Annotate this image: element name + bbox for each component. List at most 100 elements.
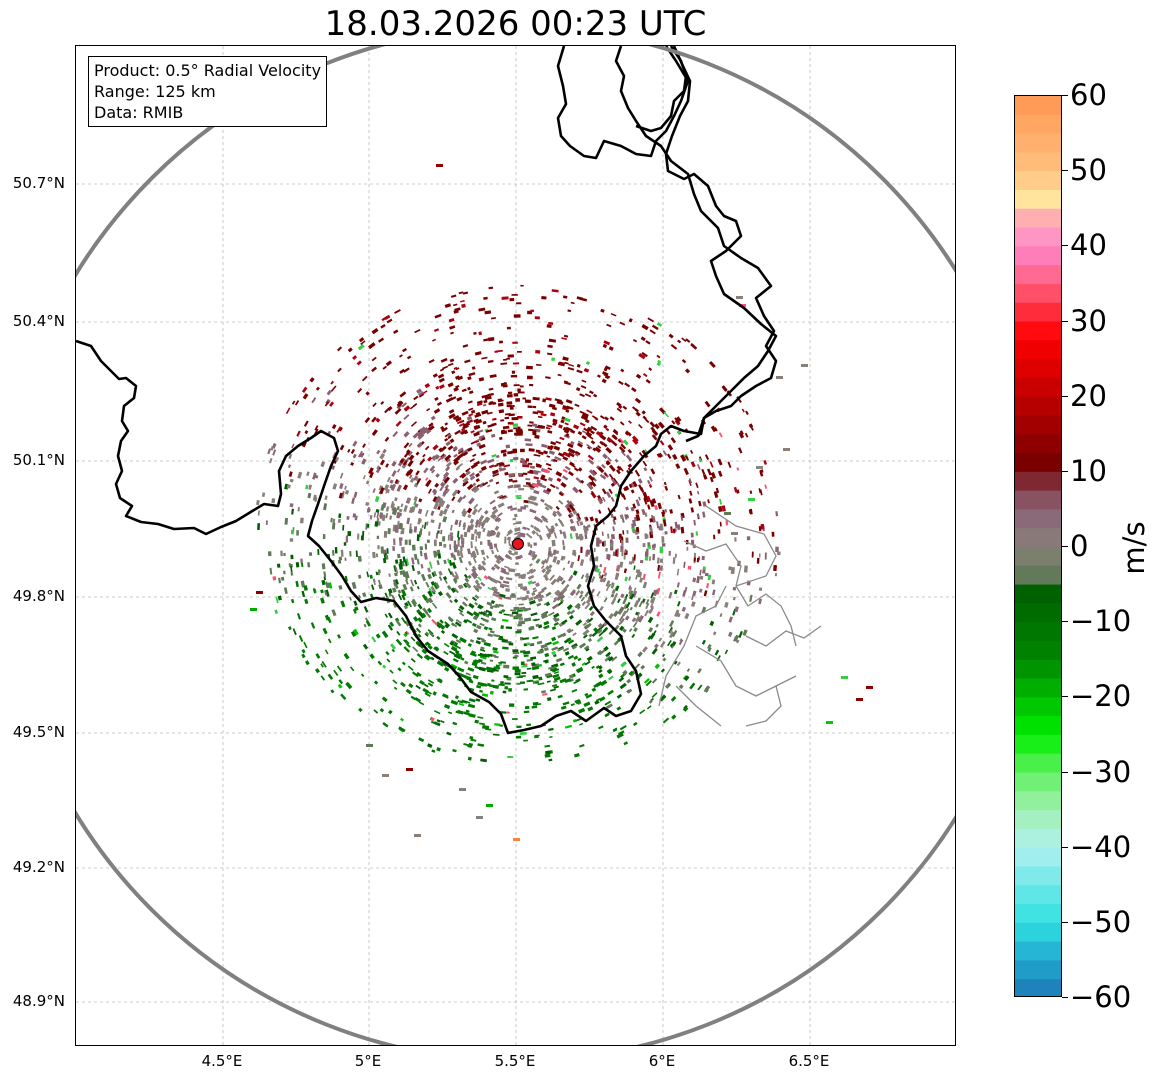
echo-pixel [305,484,309,490]
echo-pixel [377,660,383,666]
echo-pixel [605,585,610,591]
echo-pixel [519,385,524,388]
echo-pixel [492,586,497,591]
echo-pixel [514,551,518,555]
echo-pixel [687,565,692,570]
echo-pixel [449,358,455,363]
echo-pixel [484,395,492,401]
colorbar-tick-label: 20 [1070,378,1107,413]
echo-pixel [689,682,696,690]
colorbar-band [1015,377,1061,398]
lat-tick-label: 48.9°N [12,992,65,1010]
echo-pixel [428,359,435,364]
echo-pixel [401,589,407,597]
echo-pixel [453,598,459,604]
echo-pixel [408,539,412,546]
echo-pixel [424,632,429,637]
echo-pixel [418,737,425,743]
echo-pixel [593,627,599,633]
echo-pixel [483,626,489,631]
echo-pixel [423,683,429,688]
echo-pixel [670,696,677,702]
echo-pixel [542,692,548,696]
echo-pixel [386,488,391,494]
radar-site-marker[interactable] [512,538,524,550]
echo-pixel [724,601,729,608]
echo-pixel [289,478,294,483]
echo-pixel [476,684,482,689]
echo-pixel [540,515,548,522]
echo-pixel [487,458,495,464]
echo-pixel [561,632,567,637]
echo-pixel [549,483,556,489]
echo-pixel [396,484,402,492]
echo-pixel [562,456,569,461]
echo-pixel [314,425,319,431]
echo-pixel [681,606,686,612]
echo-pixel [577,440,584,445]
echo-pixel [498,467,502,470]
echo-pixel [633,627,638,633]
echo-pixel [508,568,516,573]
colorbar-tick [1062,95,1068,96]
echo-pixel [631,617,637,623]
echo-pixel [418,391,425,397]
echo-pixel [453,459,460,466]
echo-pixel [362,443,367,448]
echo-pixel [578,642,586,649]
echo-pixel [380,546,384,554]
echo-pixel [391,594,396,601]
echo-pixel [578,488,583,494]
echo-pixel [513,838,520,841]
echo-pixel [511,370,516,374]
echo-pixel [483,575,489,580]
echo-pixel [574,602,581,609]
echo-pixel [561,619,568,625]
echo-pixel [423,467,429,474]
echo-pixel [532,587,537,591]
echo-pixel [519,585,527,590]
echo-pixel [691,539,695,545]
echo-pixel [384,613,388,618]
echo-pixel [529,383,534,387]
echo-pixel [457,584,463,590]
echo-pixel [423,390,428,394]
echo-pixel [634,397,642,404]
echo-pixel [430,415,436,421]
echo-pixel [382,722,389,728]
echo-pixel [601,378,607,384]
echo-pixel [642,573,646,580]
echo-pixel [683,467,689,476]
echo-pixel [532,580,537,585]
echo-pixel [464,577,470,583]
echo-pixel [583,368,590,373]
echo-pixel [666,453,672,460]
echo-pixel [463,596,469,602]
echo-pixel [491,679,495,682]
echo-pixel [276,563,281,568]
echo-pixel [425,477,429,481]
echo-pixel [512,656,518,659]
echo-pixel [412,616,419,622]
echo-pixel [622,439,629,446]
echo-pixel [399,354,403,358]
echo-pixel [307,492,312,499]
echo-pixel [579,744,585,748]
echo-pixel [440,529,443,535]
colorbar-band [1015,453,1061,473]
echo-pixel [277,595,282,601]
map-canvas[interactable] [76,46,956,1046]
echo-pixel [351,497,356,504]
echo-pixel [642,460,648,467]
echo-pixel [371,416,377,423]
echo-pixel [527,500,535,505]
echo-pixel [526,667,532,670]
echo-pixel [771,531,775,537]
echo-pixel [620,443,627,450]
echo-pixel [387,624,394,631]
echo-pixel [624,485,630,491]
echo-pixel [516,682,521,685]
echo-pixel [588,605,594,611]
echo-pixel [625,601,631,609]
radar-map[interactable] [75,45,956,1046]
